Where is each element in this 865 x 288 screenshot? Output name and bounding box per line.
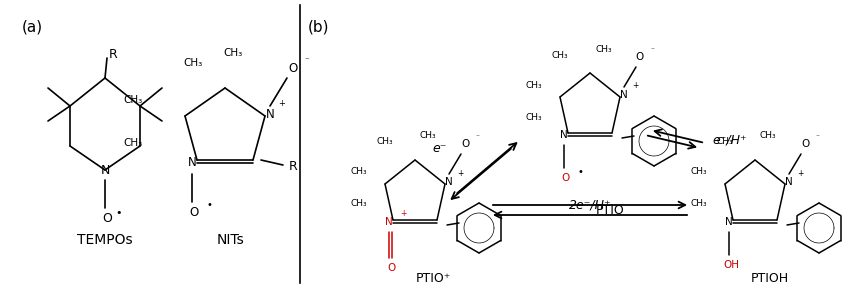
Text: N: N — [725, 217, 733, 227]
Text: O: O — [189, 206, 199, 219]
Text: CH₃: CH₃ — [124, 95, 143, 105]
Text: +: + — [400, 209, 407, 219]
Text: CH₃: CH₃ — [124, 138, 143, 148]
Text: PTIOH: PTIOH — [751, 272, 789, 285]
Text: R: R — [289, 160, 298, 173]
Text: CH₃: CH₃ — [376, 137, 393, 147]
Text: OH: OH — [723, 260, 739, 270]
Text: CH₃: CH₃ — [420, 132, 437, 141]
Text: CH₃: CH₃ — [690, 168, 707, 177]
Text: e⁻: e⁻ — [432, 141, 447, 154]
Text: N: N — [100, 164, 110, 177]
Text: ⁻: ⁻ — [815, 132, 819, 141]
Text: O: O — [102, 211, 112, 225]
Text: (b): (b) — [308, 20, 330, 35]
Text: PTIO: PTIO — [596, 204, 625, 217]
Text: N: N — [266, 107, 274, 120]
Text: CH₃: CH₃ — [716, 137, 733, 147]
Text: CH₃: CH₃ — [350, 200, 367, 209]
Text: •: • — [116, 208, 122, 218]
Text: O: O — [636, 52, 644, 62]
Text: CH₃: CH₃ — [525, 113, 542, 122]
Text: O: O — [801, 139, 809, 149]
Text: N: N — [188, 156, 196, 168]
Text: •: • — [577, 167, 583, 177]
Text: R: R — [109, 48, 118, 60]
Text: O: O — [387, 263, 395, 273]
Text: CH₃: CH₃ — [595, 45, 612, 54]
Text: CH₃: CH₃ — [690, 200, 707, 209]
Text: N: N — [620, 90, 628, 100]
Text: CH₃: CH₃ — [223, 48, 242, 58]
Text: ⁻: ⁻ — [475, 132, 479, 141]
Text: ⁻: ⁻ — [304, 56, 310, 65]
Text: O: O — [288, 62, 298, 75]
Text: +: + — [279, 99, 285, 109]
Text: N: N — [385, 217, 393, 227]
Text: CH₃: CH₃ — [183, 58, 202, 68]
Text: N: N — [785, 177, 793, 187]
Text: 2e⁻/H⁺: 2e⁻/H⁺ — [568, 198, 612, 211]
Text: NITs: NITs — [216, 233, 244, 247]
Text: (a): (a) — [22, 20, 43, 35]
Text: +: + — [797, 168, 804, 177]
Text: CH₃: CH₃ — [760, 132, 777, 141]
Text: PTIO⁺: PTIO⁺ — [415, 272, 451, 285]
Text: +: + — [631, 82, 638, 90]
Text: N: N — [561, 130, 568, 140]
Text: e⁻/H⁺: e⁻/H⁺ — [713, 134, 747, 147]
Text: •: • — [206, 200, 212, 210]
Text: +: + — [457, 168, 463, 177]
Text: N: N — [445, 177, 453, 187]
Text: CH₃: CH₃ — [551, 50, 568, 60]
Text: O: O — [461, 139, 469, 149]
Text: ⁻: ⁻ — [650, 46, 654, 54]
Text: CH₃: CH₃ — [350, 168, 367, 177]
Text: O: O — [562, 173, 570, 183]
Text: CH₃: CH₃ — [525, 81, 542, 90]
Text: TEMPOs: TEMPOs — [77, 233, 133, 247]
